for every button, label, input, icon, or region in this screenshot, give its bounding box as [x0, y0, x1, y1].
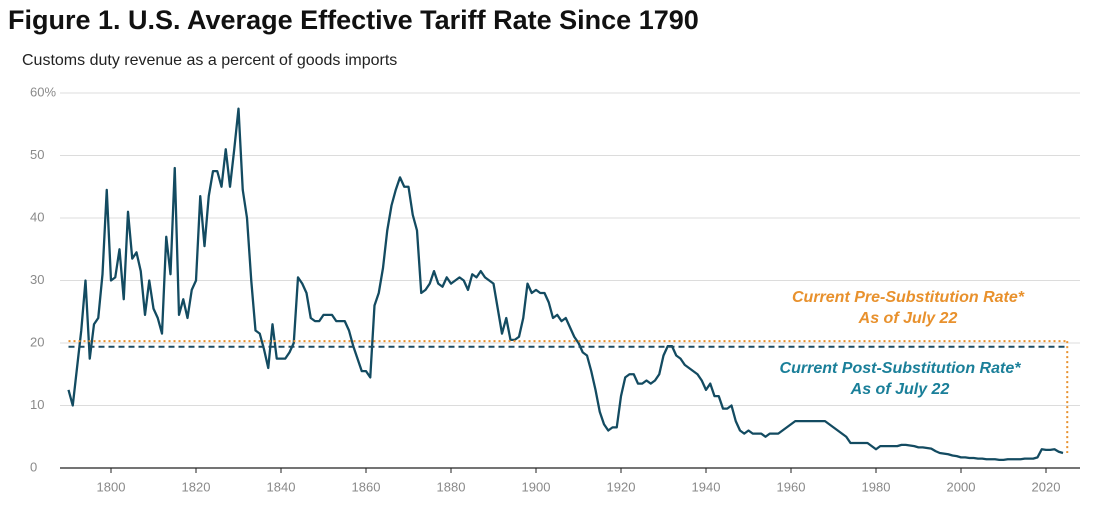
- annotation: As of July 22: [850, 381, 950, 398]
- x-tick-label: 2000: [947, 479, 976, 494]
- y-tick-label: 50: [30, 147, 44, 162]
- x-tick-label: 1920: [607, 479, 636, 494]
- x-tick-label: 1900: [522, 479, 551, 494]
- y-tick-label: 20: [30, 334, 44, 349]
- y-tick-label: 40: [30, 209, 44, 224]
- annotation: Current Post-Substitution Rate*: [780, 360, 1022, 377]
- annotation: As of July 22: [858, 310, 958, 327]
- x-tick-label: 1940: [692, 479, 721, 494]
- y-tick-label: 30: [30, 272, 44, 287]
- x-tick-label: 1800: [97, 479, 126, 494]
- y-tick-label: 60%: [30, 84, 56, 99]
- data-line: [67, 107, 1064, 462]
- x-tick-label: 1980: [862, 479, 891, 494]
- x-tick-label: 1840: [267, 479, 296, 494]
- annotation: Current Pre-Substitution Rate*: [792, 289, 1025, 306]
- y-tick-label: 10: [30, 397, 44, 412]
- chart-title: Figure 1. U.S. Average Effective Tariff …: [8, 5, 699, 35]
- x-tick-label: 1860: [352, 479, 381, 494]
- chart-subtitle: Customs duty revenue as a percent of goo…: [22, 52, 397, 69]
- x-tick-label: 1960: [777, 479, 806, 494]
- x-tick-label: 1820: [182, 479, 211, 494]
- x-tick-label: 2020: [1032, 479, 1061, 494]
- y-tick-label: 0: [30, 459, 37, 474]
- x-tick-label: 1880: [437, 479, 466, 494]
